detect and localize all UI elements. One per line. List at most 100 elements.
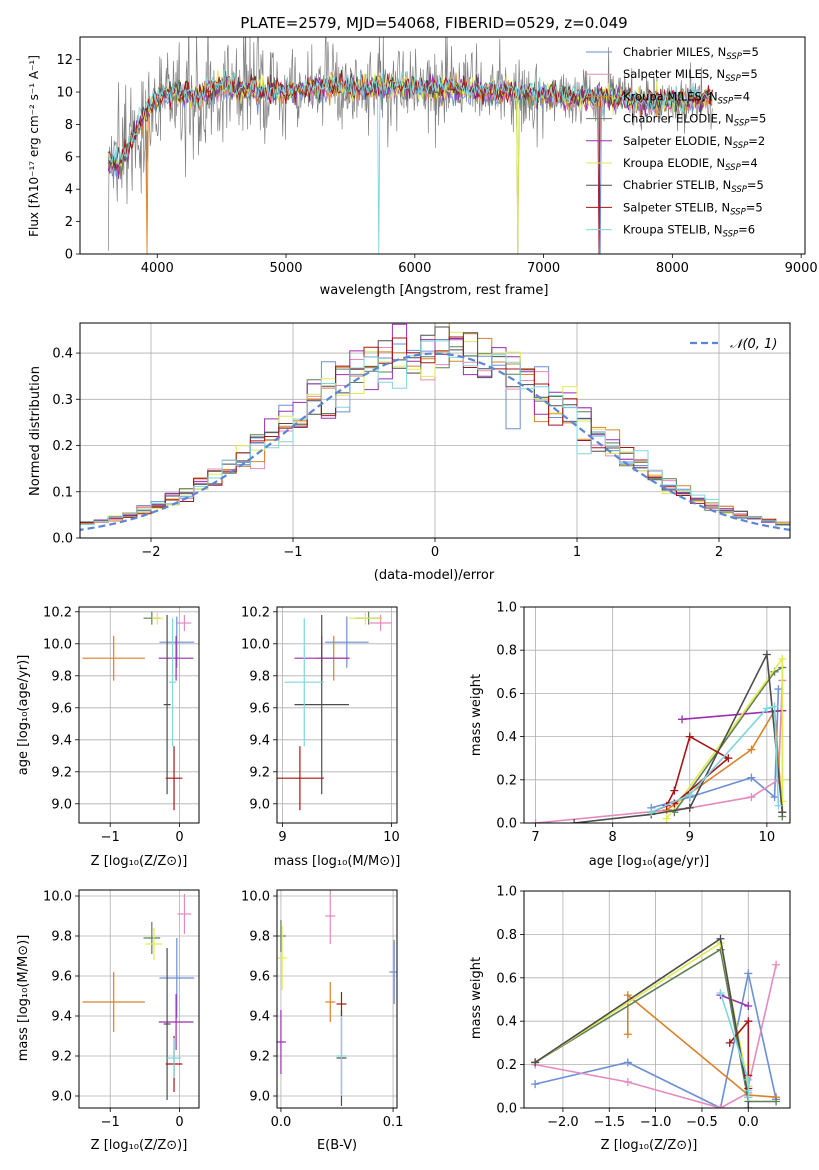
z-mass-panel: −1 0 9.0 9.2 9.4 9.6 9.8 10.0: [43, 889, 200, 1130]
spectrum-ytick-label: 6: [65, 150, 73, 165]
weight-marker: [716, 934, 725, 943]
z-weight-panel: −2.0 −1.5 −1.0 −0.5 0.0 0.0 0.2 0.4 0.6 0.8 1.0: [496, 885, 791, 1130]
legend-entry: Kroupa ELODIE, NSSP=4: [623, 156, 758, 173]
weight-line: [627, 993, 777, 1098]
residuals-xtick-label: 0: [431, 545, 439, 560]
weight-line: [650, 689, 780, 809]
residual-histogram: [80, 336, 790, 526]
weight-marker: [685, 732, 694, 741]
spectrum-ytick-label: 8: [65, 118, 73, 133]
model-spectrum: [108, 69, 713, 254]
weight-marker: [623, 1058, 632, 1067]
residuals-ytick-label: 0.4: [52, 347, 73, 362]
mass-age-ytick-label: 9.0: [249, 797, 270, 812]
weight-marker: [670, 786, 679, 795]
z-age-xlabel: Z [log₁₀(Z/Z⊙)]: [91, 854, 188, 869]
spectrum-xlabel: wavelength [Angstrom, rest frame]: [320, 283, 549, 298]
z-weight-ylabel: mass weight: [469, 957, 484, 1039]
residuals-ylabel: Normed distribution: [28, 366, 43, 496]
weight-marker: [570, 819, 579, 823]
z-weight-xtick-label: −2.0: [547, 1115, 579, 1130]
spectrum-title: PLATE=2579, MJD=54068, FIBERID=0529, z=0…: [240, 14, 627, 32]
z-weight-frame: [523, 890, 791, 1109]
z-age-ytick-label: 9.2: [51, 765, 72, 780]
z-weight-xlabel: Z [log₁₀(Z/Z⊙)]: [601, 1138, 698, 1153]
age-weight-xtick-label: 8: [609, 830, 617, 845]
spectrum-xtick-label: 9000: [785, 261, 818, 276]
z-weight-ytick-label: 0.4: [496, 1015, 517, 1030]
age-weight-ytick-label: 0.4: [496, 730, 517, 745]
age-weight-xtick-label: 9: [686, 830, 694, 845]
z-mass-xtick-label: 0: [175, 1115, 183, 1130]
spectrum-xtick-label: 6000: [398, 261, 431, 276]
spectrum-panel: 4000 5000 6000 7000 8000 9000 0 2 4 6 8 10 12 Chabrie…: [56, 36, 818, 276]
mass-age-frame: [276, 606, 398, 824]
spectrum-frame: [79, 36, 806, 255]
weight-marker: [678, 715, 687, 724]
plot-area: [80, 323, 790, 532]
residuals-panel: −2 −1 0 1 2 0.0 0.1 0.2 0.3 0.4 𝒩(0, 1): [52, 322, 791, 560]
mass-age-xtick-label: 9: [278, 830, 286, 845]
legend-entry: Salpeter ELODIE, NSSP=2: [623, 134, 765, 151]
plot-area: [531, 650, 787, 823]
z-weight-ytick-label: 0.0: [496, 1102, 517, 1117]
legend-entry: Salpeter STELIB, NSSP=5: [623, 200, 763, 217]
mass-age-ytick-label: 9.6: [249, 701, 270, 716]
age-weight-ytick-label: 0.8: [496, 644, 517, 659]
z-weight-ytick-label: 0.2: [496, 1058, 517, 1073]
weight-marker: [762, 650, 771, 659]
weight-marker: [685, 790, 694, 799]
z-mass-frame: [78, 889, 200, 1109]
mass-age-ytick-label: 10.2: [241, 605, 270, 620]
weight-line: [720, 994, 749, 1007]
weight-marker: [623, 1030, 632, 1039]
spectrum-xtick-label: 7000: [527, 261, 560, 276]
weight-marker: [770, 702, 779, 711]
residuals-ytick-label: 0.3: [52, 393, 73, 408]
ebv-mass-ytick-label: 9.2: [249, 1050, 270, 1065]
ebv-mass-ytick-label: 9.6: [249, 970, 270, 985]
z-mass-ytick-label: 9.2: [51, 1050, 72, 1065]
weight-marker: [724, 754, 733, 763]
z-mass-ytick-label: 9.8: [51, 930, 72, 945]
z-weight-xtick-label: −0.5: [686, 1115, 718, 1130]
weight-marker: [772, 960, 781, 969]
age-weight-ylabel: mass weight: [469, 674, 484, 756]
weight-marker: [744, 1002, 753, 1011]
z-mass-ytick-label: 9.6: [51, 970, 72, 985]
legend-entry: Chabrier STELIB, NSSP=5: [623, 178, 764, 195]
z-weight-xtick-label: 0.0: [738, 1115, 759, 1130]
legend-entry: Chabrier ELODIE, NSSP=5: [623, 112, 766, 129]
weight-marker: [762, 704, 771, 713]
residuals-xtick-label: 1: [573, 545, 581, 560]
weight-line: [534, 937, 750, 1108]
plot-area: [277, 890, 397, 1106]
z-age-xtick-label: 0: [175, 830, 183, 845]
residuals-xtick-label: 2: [715, 545, 723, 560]
weight-marker: [747, 773, 756, 782]
z-mass-xtick-label: −1: [101, 1115, 120, 1130]
weight-marker: [685, 803, 694, 812]
age-weight-xlabel: age [log₁₀(age/yr)]: [589, 854, 710, 869]
spectrum-xtick-label: 5000: [269, 261, 302, 276]
mass-age-xtick-label: 10: [383, 830, 400, 845]
mass-age-ytick-label: 9.8: [249, 669, 270, 684]
spectrum-ylabel: Flux [fλ10⁻¹⁷ erg cm⁻² s⁻¹ A⁻¹]: [27, 55, 41, 237]
z-age-ytick-label: 10.2: [43, 605, 72, 620]
weight-marker: [747, 745, 756, 754]
z-age-ytick-label: 9.0: [51, 797, 72, 812]
spectrum-ytick-label: 0: [65, 248, 73, 263]
spectrum-ytick-label: 10: [56, 86, 73, 101]
weight-marker: [774, 685, 783, 694]
z-mass-ytick-label: 10.0: [43, 890, 72, 905]
ebv-mass-panel: 0.0 0.1 9.0 9.2 9.4 9.6 9.8 10.0: [241, 889, 403, 1130]
mass-age-ytick-label: 10.0: [241, 637, 270, 652]
ebv-mass-xtick-label: 0.0: [271, 1115, 292, 1130]
ebv-mass-ytick-label: 9.0: [249, 1090, 270, 1105]
plot-area: [107, 37, 713, 254]
z-age-frame: [78, 606, 200, 824]
weight-marker: [623, 991, 632, 1000]
z-mass-ylabel: mass [log₁₀(M/M⊙)]: [16, 935, 31, 1062]
residuals-ytick-label: 0.1: [52, 485, 73, 500]
age-weight-ytick-label: 0.2: [496, 773, 517, 788]
